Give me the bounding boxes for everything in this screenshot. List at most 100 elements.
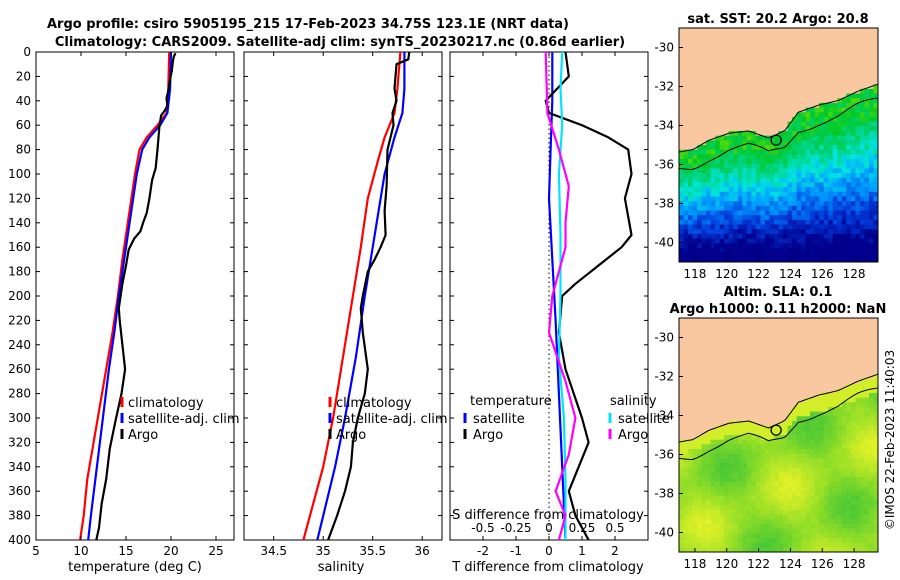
map-cell bbox=[846, 374, 852, 380]
map-cell bbox=[855, 519, 861, 525]
map-cell bbox=[719, 201, 725, 207]
map-cell bbox=[683, 28, 689, 34]
map-cell bbox=[710, 42, 716, 48]
map-cell bbox=[814, 500, 820, 506]
map-cell bbox=[846, 70, 852, 76]
map-cell bbox=[850, 135, 856, 141]
map-cell bbox=[773, 369, 779, 375]
map-cell bbox=[864, 168, 870, 174]
map-cell bbox=[801, 191, 807, 197]
map-cell bbox=[742, 173, 748, 179]
map-cell bbox=[706, 60, 712, 66]
map-cell bbox=[873, 336, 878, 342]
map-cell bbox=[805, 505, 811, 511]
map-cell bbox=[683, 201, 689, 207]
map-cell bbox=[683, 458, 689, 464]
map-cell bbox=[701, 74, 707, 80]
map-cell bbox=[778, 374, 784, 380]
map-cell bbox=[796, 332, 802, 338]
map-cell bbox=[719, 107, 725, 113]
map-cell bbox=[755, 336, 761, 342]
map-cell bbox=[841, 420, 847, 427]
map-cell bbox=[719, 439, 725, 445]
map-cell bbox=[746, 177, 752, 183]
map-cell bbox=[692, 425, 698, 431]
map-cell bbox=[692, 509, 698, 515]
map-cell bbox=[746, 116, 752, 122]
map-cell bbox=[751, 519, 757, 525]
map-cell bbox=[787, 154, 793, 160]
map-cell bbox=[764, 98, 770, 104]
map-cell bbox=[715, 51, 721, 57]
map-cell bbox=[728, 528, 734, 534]
map-cell bbox=[823, 318, 829, 324]
map-cell bbox=[719, 519, 725, 525]
map-cell bbox=[683, 154, 689, 160]
map-cell bbox=[755, 374, 761, 380]
map-cell bbox=[823, 88, 829, 94]
map-cell bbox=[810, 84, 816, 90]
map-cell bbox=[792, 74, 797, 80]
map-cell bbox=[715, 523, 721, 529]
map-cell bbox=[810, 149, 816, 155]
map-cell bbox=[810, 458, 816, 464]
map-cell bbox=[742, 332, 748, 338]
map-cell bbox=[832, 215, 838, 221]
map-cell bbox=[755, 369, 761, 375]
map-cell bbox=[697, 56, 703, 62]
map-cell bbox=[692, 467, 698, 473]
map-cell bbox=[746, 542, 752, 548]
map-cell bbox=[819, 519, 825, 525]
map-cell bbox=[832, 514, 838, 520]
map-cell bbox=[859, 542, 865, 548]
map-cell bbox=[683, 149, 689, 155]
map-cell bbox=[828, 402, 834, 408]
map-cell bbox=[859, 416, 865, 422]
map-cell bbox=[837, 224, 843, 230]
map-cell bbox=[864, 205, 870, 211]
map-cell bbox=[873, 458, 878, 464]
map-cell bbox=[688, 537, 693, 544]
map-cell bbox=[783, 486, 788, 492]
map-cell bbox=[710, 341, 716, 347]
map-cell bbox=[742, 32, 748, 38]
map-cell bbox=[801, 392, 807, 398]
map-cell bbox=[819, 425, 825, 431]
map-cell bbox=[701, 46, 707, 52]
map-cell bbox=[760, 533, 766, 539]
map-cell bbox=[823, 116, 829, 122]
map-cell bbox=[706, 46, 712, 52]
map-cell bbox=[697, 37, 703, 43]
map-cell bbox=[783, 233, 788, 239]
map-cell bbox=[733, 406, 739, 412]
series-line-salinity-argo bbox=[544, 52, 577, 540]
map-cell bbox=[688, 336, 693, 342]
map-cell bbox=[728, 191, 734, 197]
map-x-tick-label: 128 bbox=[843, 267, 866, 281]
map-cell bbox=[683, 163, 689, 169]
map-cell bbox=[724, 219, 730, 225]
map-cell bbox=[683, 542, 689, 548]
map-cell bbox=[710, 51, 716, 57]
map-cell bbox=[719, 402, 725, 408]
map-cell bbox=[873, 467, 878, 473]
map-cell bbox=[751, 121, 757, 127]
map-cell bbox=[710, 369, 716, 375]
map-cell bbox=[837, 159, 843, 165]
map-cell bbox=[706, 126, 712, 132]
map-cell bbox=[706, 495, 712, 501]
map-cell bbox=[751, 88, 757, 94]
map-cell bbox=[823, 32, 829, 38]
map-cell bbox=[832, 219, 838, 225]
map-cell bbox=[697, 126, 703, 132]
map-cell bbox=[828, 70, 834, 76]
map-cell bbox=[746, 477, 752, 483]
map-cell bbox=[873, 102, 878, 108]
map-cell bbox=[764, 149, 770, 155]
x-tick-label: 15 bbox=[118, 544, 133, 558]
map-cell bbox=[819, 238, 825, 244]
map-cell bbox=[760, 98, 766, 104]
map-cell bbox=[760, 28, 766, 34]
map-cell bbox=[873, 411, 878, 417]
map-cell bbox=[796, 420, 802, 427]
